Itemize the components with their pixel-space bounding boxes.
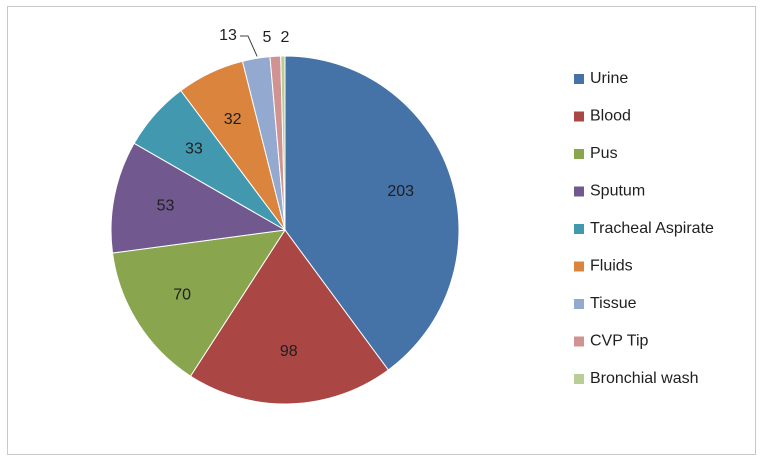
pie-slice-bronchial-wash (280, 55, 286, 231)
legend-label-sputum: Sputum (590, 183, 645, 200)
data-label-bronchial-wash: 2 (281, 29, 290, 46)
legend-label-tracheal-aspirate: Tracheal Aspirate (590, 220, 714, 237)
legend-label-pus: Pus (590, 145, 618, 162)
pie-slice-urine (284, 55, 460, 371)
leader-line-tissue (240, 35, 258, 57)
legend-label-bronchial-wash: Bronchial wash (590, 370, 699, 387)
legend: Urine Blood Pus Sputum Tracheal Aspirate Flui… (574, 70, 714, 387)
legend-swatch-cvp-tip (574, 336, 584, 347)
leader-lines (240, 35, 258, 57)
data-label-tissue: 13 (219, 27, 237, 44)
legend-swatch-tracheal-aspirate (574, 224, 584, 234)
pie-slices (110, 55, 460, 405)
legend-swatch-urine (574, 74, 584, 84)
legend-swatch-sputum (574, 186, 584, 197)
data-label-blood: 98 (280, 343, 298, 360)
legend-label-cvp-tip: CVP Tip (590, 333, 649, 350)
data-labels: 203 98 70 53 33 32 13 5 2 (157, 27, 415, 360)
legend-label-tissue: Tissue (590, 295, 637, 312)
legend-label-fluids: Fluids (590, 258, 633, 275)
legend-swatch-pus (574, 149, 584, 159)
legend-swatch-bronchial-wash (574, 374, 584, 384)
legend-label-urine: Urine (590, 70, 628, 87)
data-label-urine: 203 (387, 183, 414, 200)
legend-label-blood: Blood (590, 108, 631, 125)
data-label-tracheal-aspirate: 33 (185, 140, 203, 157)
data-label-cvp-tip: 5 (263, 29, 272, 46)
data-label-pus: 70 (173, 286, 191, 303)
legend-swatch-fluids (574, 261, 584, 272)
pie-slice-blood (189, 229, 390, 405)
pie-slice-pus (111, 229, 287, 377)
legend-swatch-blood (574, 111, 584, 122)
pie-slice-sputum (110, 142, 287, 254)
data-label-fluids: 32 (224, 111, 242, 128)
data-label-sputum: 53 (157, 198, 175, 215)
legend-swatch-tissue (574, 299, 584, 309)
